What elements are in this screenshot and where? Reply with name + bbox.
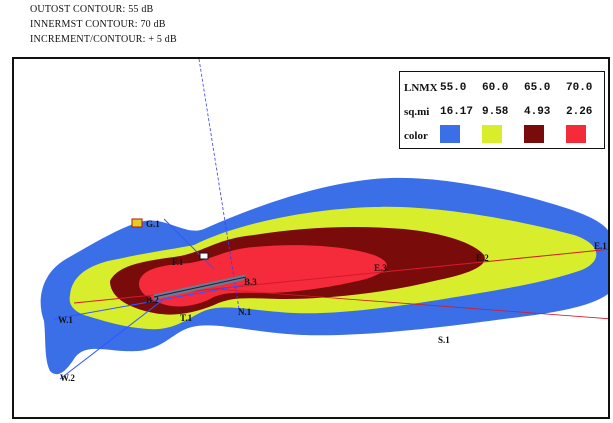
contour-70db — [138, 245, 387, 307]
flight-track-southwest — [53, 284, 245, 320]
label-n1: N.1 — [238, 307, 252, 317]
runway-outline — [153, 276, 247, 298]
contour-legend: LNMX 55.0 60.0 65.0 70.0 sq.mi 16.17 9.5… — [399, 71, 605, 149]
contour-header: OUTOST CONTOUR: 55 dB INNERMST CONTOUR: … — [30, 2, 177, 47]
flight-track-west — [59, 298, 165, 380]
label-south: S.1 — [438, 335, 450, 345]
label-t1: T.1 — [180, 313, 193, 323]
legend-levels-label: LNMX — [404, 82, 438, 94]
building-marker — [131, 218, 143, 228]
flight-track-northwest — [163, 218, 215, 270]
legend-swatch-65 — [524, 125, 544, 143]
legend-level: 55.0 — [440, 82, 467, 94]
outermost-contour-label: OUTOST CONTOUR: 55 dB — [30, 4, 154, 15]
legend-colors-label: color — [404, 130, 428, 142]
contour-svg: E.1 E.2 E.3 S.1 W.1 W.2 B.2 B.3 G.1 F.1 … — [40, 59, 608, 383]
legend-area: 2.26 — [566, 106, 593, 118]
label-southwest: W.2 — [60, 373, 75, 383]
legend-row-colors: color — [404, 125, 608, 146]
legend-swatch-55 — [440, 125, 460, 143]
legend-area: 9.58 — [482, 106, 509, 118]
legend-swatch-60 — [482, 125, 502, 143]
label-b2: B.2 — [146, 295, 159, 305]
flight-track-south — [213, 288, 608, 320]
building-marker — [199, 252, 209, 260]
innermost-contour-label: INNERMST CONTOUR: 70 dB — [30, 19, 166, 30]
label-west: W.1 — [58, 315, 73, 325]
label-e2: E.2 — [476, 253, 489, 263]
legend-level: 65.0 — [524, 82, 551, 94]
flight-track-north — [198, 59, 240, 310]
increment-contour-label: INCREMENT/CONTOUR: + 5 dB — [30, 34, 177, 45]
label-east-end: E.1 — [594, 241, 607, 251]
legend-level: 60.0 — [482, 82, 509, 94]
legend-row-areas: sq.mi 16.17 9.58 4.93 2.26 — [404, 102, 608, 122]
noise-contour-map[interactable]: E.1 E.2 E.3 S.1 W.1 W.2 B.2 B.3 G.1 F.1 … — [12, 57, 610, 419]
label-f1: F.1 — [172, 257, 184, 267]
label-e3: E.3 — [374, 263, 387, 273]
legend-row-levels: LNMX 55.0 60.0 65.0 70.0 — [404, 78, 608, 98]
label-g1: G.1 — [146, 219, 160, 229]
legend-swatch-70 — [566, 125, 586, 143]
label-b3: B.3 — [244, 277, 257, 287]
legend-area: 16.17 — [440, 106, 474, 118]
legend-area: 4.93 — [524, 106, 551, 118]
legend-level: 70.0 — [566, 82, 593, 94]
legend-areas-label: sq.mi — [404, 106, 430, 118]
